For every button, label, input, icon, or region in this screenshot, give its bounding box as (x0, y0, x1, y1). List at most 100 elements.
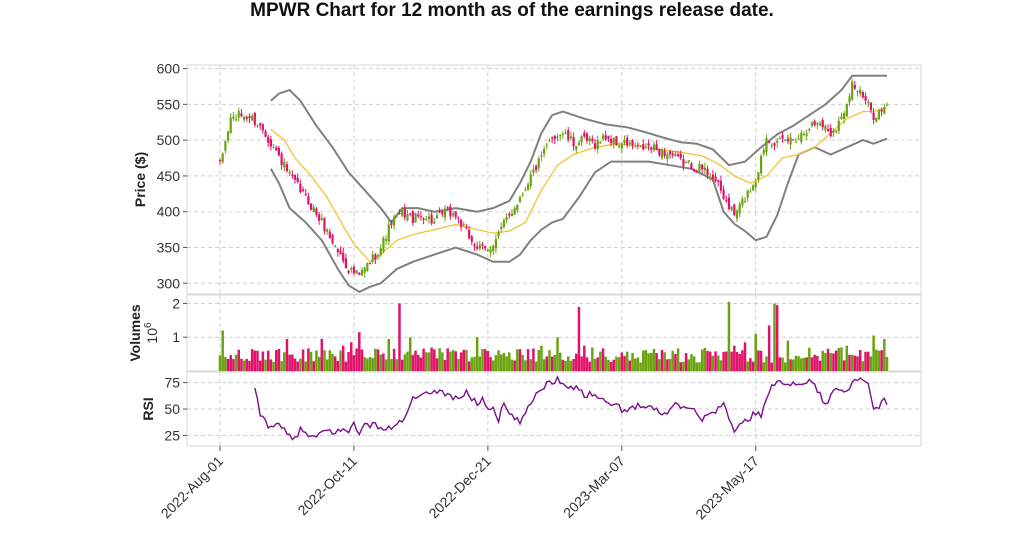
candle-down (668, 151, 672, 155)
candle-up (885, 104, 889, 106)
volume-bar (775, 305, 779, 371)
candle-up (232, 116, 235, 119)
candle-down (342, 252, 345, 262)
candle-down (304, 193, 307, 195)
volume-bar (315, 350, 318, 371)
candle-up (575, 146, 578, 150)
candle-up (794, 141, 798, 143)
volume-bar (682, 361, 685, 371)
volume-bar (261, 351, 265, 371)
volume-bar (470, 357, 474, 371)
volume-bar (805, 357, 808, 371)
volume-bar (510, 359, 514, 371)
candle-up (805, 133, 808, 136)
volume-bar (341, 345, 345, 371)
candle-down (457, 217, 460, 219)
candle-down (419, 216, 423, 218)
volume-bar (633, 358, 637, 371)
volume-bar (494, 355, 498, 371)
volume-bar (596, 357, 599, 371)
candle-down (481, 244, 484, 246)
volume-bar (572, 358, 575, 371)
candle-up (577, 142, 581, 146)
volume-bar (674, 354, 677, 371)
candle-down (813, 120, 816, 126)
candle-down (861, 92, 864, 98)
candle-down (534, 166, 538, 170)
sma-line (270, 107, 888, 263)
volume-bar (840, 347, 843, 371)
volume-bar (240, 358, 243, 371)
candle-up (789, 137, 792, 145)
price-y-tick-label: 350 (157, 239, 181, 255)
candle-up (387, 224, 390, 242)
volume-bar (253, 350, 257, 371)
candle-down (368, 262, 372, 264)
candle-down (465, 227, 468, 229)
volume-bar (802, 357, 806, 371)
candle-up (234, 119, 238, 121)
volume-bar (242, 360, 246, 371)
candle-up (371, 254, 374, 262)
volume-bar (328, 350, 332, 371)
candle-down (631, 139, 634, 146)
candle-up (784, 140, 787, 142)
volume-bar (730, 351, 733, 371)
volume-bar (725, 351, 728, 371)
candle-up (559, 135, 562, 137)
candle-up (730, 207, 733, 211)
candle-down (679, 153, 682, 158)
candle-up (502, 220, 506, 227)
candle-down (468, 229, 471, 239)
candle-up (596, 139, 599, 150)
volume-bar (875, 349, 878, 371)
candle-up (492, 245, 495, 252)
candle-up (652, 144, 656, 151)
candle-down (826, 129, 830, 132)
bollinger-upper-line (270, 74, 887, 225)
volume-bar (577, 306, 581, 371)
volume-bar (652, 348, 656, 371)
candle-down (245, 117, 248, 119)
candle-down (352, 266, 356, 274)
volume-bar (540, 345, 543, 371)
volume-bar (250, 349, 254, 371)
candle-down (695, 170, 698, 172)
candle-up (569, 136, 573, 139)
volume-bar (309, 351, 313, 371)
candle-down (650, 147, 653, 150)
volume-bar (371, 358, 374, 371)
volume-bar (497, 350, 500, 371)
candle-up (746, 190, 749, 198)
candle-down (786, 138, 789, 142)
candle-down (690, 163, 693, 169)
candle-down (733, 204, 736, 216)
volume-bar (475, 337, 479, 371)
candle-up (486, 249, 489, 252)
candle-down (446, 207, 449, 209)
volume-bar (462, 349, 466, 371)
candle-up (751, 185, 755, 191)
candle-up (433, 221, 436, 224)
candle-down (301, 189, 305, 191)
volume-bar (283, 352, 286, 371)
volume-bar (848, 354, 851, 371)
candle-up (355, 270, 358, 274)
candle-up (243, 116, 246, 120)
volume-bar (743, 342, 747, 371)
volume-bar (433, 349, 436, 371)
volume-bar (631, 352, 634, 371)
candle-up (224, 141, 227, 151)
candle-up (414, 213, 417, 223)
candle-down (449, 206, 452, 217)
volume-bar (384, 359, 388, 371)
volume-bar (800, 358, 803, 371)
volume-bar (347, 352, 350, 371)
volume-bar (735, 351, 739, 371)
volume-bar (285, 338, 289, 371)
volume-bar (666, 359, 669, 371)
candle-down (291, 174, 294, 177)
candle-down (781, 135, 784, 139)
volume-bar (556, 337, 559, 371)
volume-bar (379, 354, 382, 371)
